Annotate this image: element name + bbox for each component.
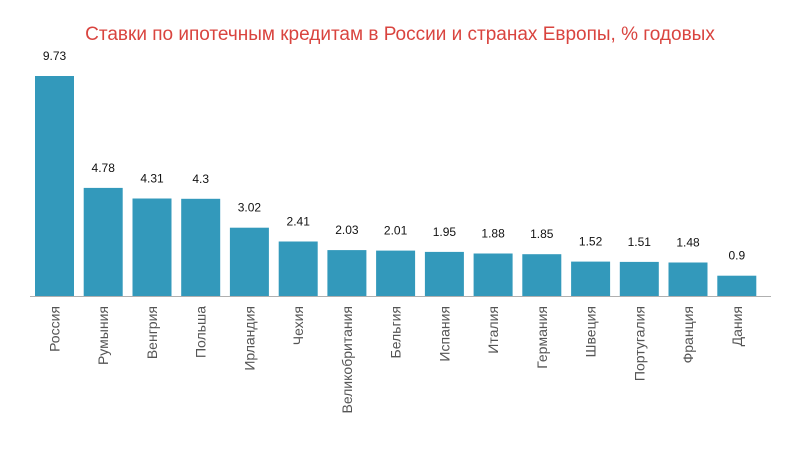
bar-value-label: 0.9 (728, 249, 745, 263)
category-label: Ирландия (241, 306, 257, 371)
bar-10 (522, 254, 562, 296)
bar-1 (83, 187, 123, 296)
bar-13 (668, 262, 708, 296)
category-label: Чехия (290, 306, 306, 345)
bar-value-label: 1.88 (481, 227, 505, 241)
bar-value-label: 1.51 (628, 235, 652, 249)
bar-0 (35, 76, 74, 296)
bar-value-label: 2.01 (384, 224, 408, 238)
bar-value-label: 2.03 (335, 223, 359, 237)
category-label: Бельгия (388, 306, 404, 358)
bar-14 (717, 275, 757, 296)
bar-value-label: 4.31 (140, 172, 164, 186)
category-label: Россия (47, 306, 63, 352)
category-label: Дания (729, 306, 745, 346)
bar-9 (473, 253, 513, 296)
category-label: Швеция (583, 306, 599, 357)
value-labels-group: 9.73 4.78 4.31 4.3 3.02 2.41 2.03 2.01 1.95 1.88 1… (43, 49, 746, 263)
category-label: Испания (436, 306, 452, 362)
bar-value-label: 1.85 (530, 227, 554, 241)
bar-value-label: 1.95 (433, 225, 457, 239)
bar-value-label: 4.3 (192, 172, 209, 186)
chart-title: Ставки по ипотечным кредитам в России и … (85, 24, 715, 45)
bar-value-label: 2.41 (287, 215, 311, 229)
category-labels-group: Россия Румыния Венгрия Польша Ирландия Чехия В… (47, 306, 745, 414)
bar-11 (571, 261, 611, 296)
bar-value-label: 1.52 (579, 235, 603, 249)
bar-8 (424, 251, 464, 296)
bar-3 (181, 198, 221, 296)
category-label: Великобритания (339, 306, 355, 414)
category-label: Венгрия (144, 306, 160, 359)
category-label: Франция (680, 306, 696, 363)
bar-7 (376, 250, 416, 296)
bars-group (35, 76, 757, 296)
category-label: Румыния (95, 306, 111, 365)
category-label: Германия (534, 306, 550, 369)
category-label: Португалия (631, 306, 647, 381)
bar-6 (327, 250, 367, 296)
bar-4 (229, 227, 269, 296)
bar-2 (132, 198, 172, 296)
category-label: Польша (193, 306, 209, 358)
bar-value-label: 1.48 (676, 236, 700, 250)
bar-12 (619, 261, 659, 296)
bar-value-label: 4.78 (92, 161, 116, 175)
bar-value-label: 9.73 (43, 49, 67, 63)
bar-5 (278, 241, 318, 296)
bar-value-label: 3.02 (238, 201, 262, 215)
category-label: Италия (485, 306, 501, 354)
